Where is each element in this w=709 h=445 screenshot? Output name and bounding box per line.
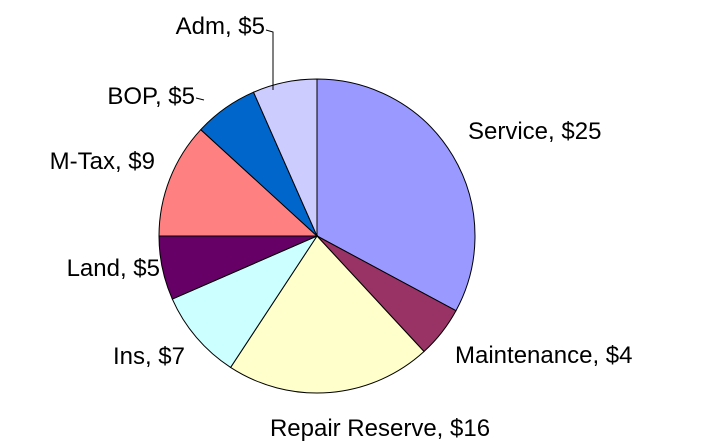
label-value: $5 xyxy=(238,13,265,40)
leader-line xyxy=(265,29,274,90)
leader-line xyxy=(195,97,205,101)
label-separator: , xyxy=(145,343,158,370)
data-label: Land, $5 xyxy=(67,255,160,282)
pie-slice xyxy=(252,78,318,237)
label-separator: , xyxy=(548,118,561,145)
label-separator: , xyxy=(155,83,168,110)
label-value: $7 xyxy=(158,343,185,370)
label-separator: , xyxy=(120,255,133,282)
label-category: Land xyxy=(67,255,120,282)
pie-slice xyxy=(171,234,319,369)
label-separator: , xyxy=(115,148,128,175)
data-label: Maintenance, $4 xyxy=(455,342,632,369)
label-category: M-Tax xyxy=(50,148,115,175)
pie-slice xyxy=(316,78,476,312)
data-label: M-Tax, $9 xyxy=(50,148,155,175)
pie-slice xyxy=(158,128,319,237)
label-value: $16 xyxy=(450,415,490,442)
label-value: $4 xyxy=(606,342,633,369)
label-category: Maintenance xyxy=(455,342,592,369)
pie-slice xyxy=(229,235,425,394)
label-value: $5 xyxy=(168,83,195,110)
data-label: Repair Reserve, $16 xyxy=(270,415,490,442)
data-label: Adm, $5 xyxy=(176,13,265,40)
label-separator: , xyxy=(437,415,450,442)
data-label: Ins, $7 xyxy=(113,343,185,370)
label-category: Repair Reserve xyxy=(270,415,437,442)
label-separator: , xyxy=(592,342,605,369)
data-label: Service, $25 xyxy=(468,118,601,145)
label-category: Adm xyxy=(176,13,225,40)
label-category: BOP xyxy=(107,83,157,110)
label-category: Ins xyxy=(113,343,145,370)
label-value: $25 xyxy=(561,118,601,145)
data-label: BOP, $5 xyxy=(107,83,195,110)
pie xyxy=(158,78,476,394)
label-value: $9 xyxy=(128,148,155,175)
label-category: Service xyxy=(468,118,548,145)
label-separator: , xyxy=(225,13,238,40)
label-value: $5 xyxy=(133,255,160,282)
